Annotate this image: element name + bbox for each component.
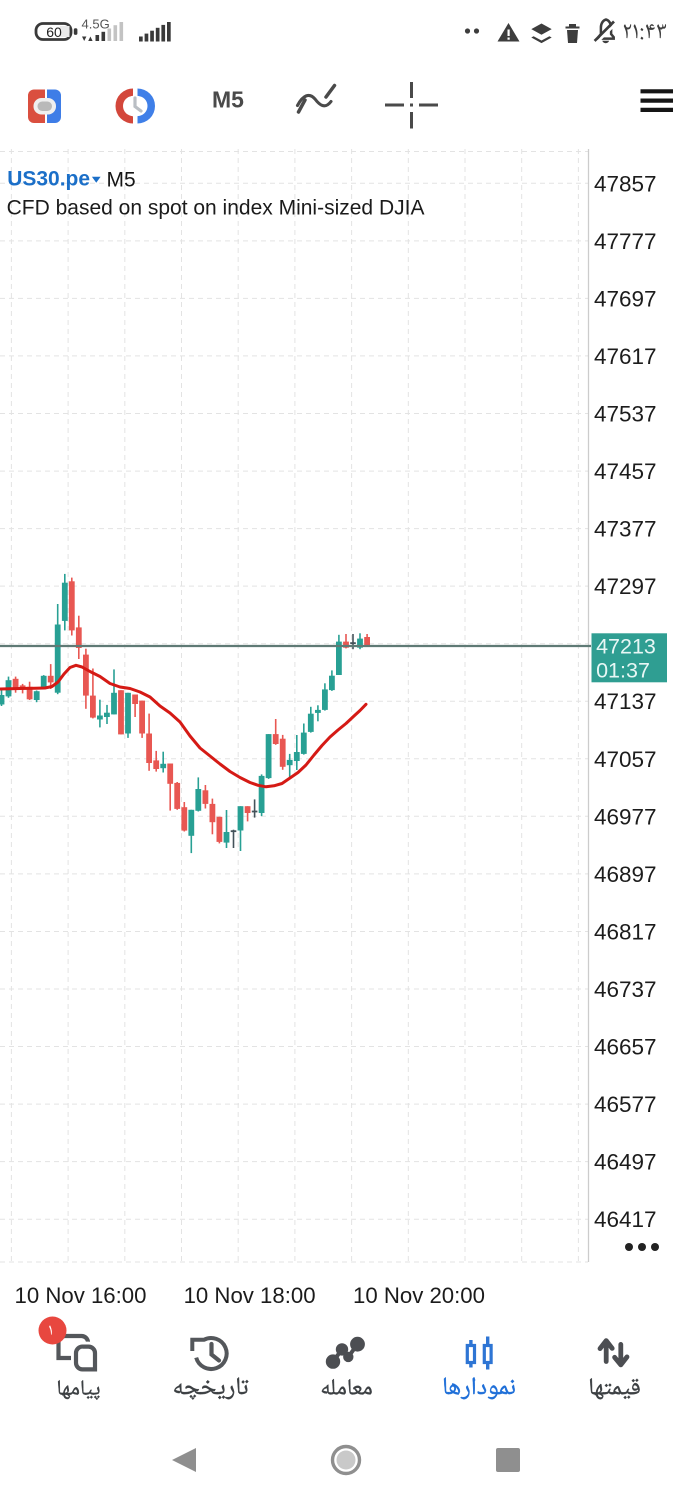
svg-text:47537: 47537	[594, 402, 657, 427]
svg-text:46737: 46737	[594, 977, 657, 1002]
svg-text:46817: 46817	[594, 920, 657, 945]
svg-text:46417: 46417	[594, 1207, 657, 1232]
svg-text:10 Nov 18:00: 10 Nov 18:00	[184, 1283, 316, 1308]
svg-text:47857: 47857	[594, 171, 657, 196]
svg-text:46657: 46657	[594, 1035, 657, 1060]
svg-text:47617: 47617	[594, 344, 657, 369]
svg-text:47697: 47697	[594, 286, 657, 311]
svg-text:M5: M5	[107, 168, 136, 191]
svg-text:60: 60	[46, 24, 62, 40]
svg-text:47213: 47213	[596, 635, 656, 659]
svg-text:M5: M5	[212, 87, 244, 113]
svg-text:CFD based on spot on index Min: CFD based on spot on index Mini-sized DJ…	[7, 197, 425, 220]
svg-text:46577: 46577	[594, 1092, 657, 1117]
svg-text:47297: 47297	[594, 574, 657, 599]
svg-text:47457: 47457	[594, 459, 657, 484]
svg-text:47137: 47137	[594, 689, 657, 714]
svg-text:46897: 46897	[594, 862, 657, 887]
svg-text:46977: 46977	[594, 804, 657, 829]
svg-text:47057: 47057	[594, 747, 657, 772]
svg-text:10 Nov 16:00: 10 Nov 16:00	[15, 1283, 147, 1308]
svg-text:46497: 46497	[594, 1150, 657, 1175]
svg-text:47377: 47377	[594, 517, 657, 542]
svg-text:01:37: 01:37	[596, 659, 650, 683]
svg-text:4.5G: 4.5G	[82, 17, 110, 32]
svg-text:10 Nov 20:00: 10 Nov 20:00	[353, 1283, 485, 1308]
svg-text:47777: 47777	[594, 229, 657, 254]
svg-text:US30.pe: US30.pe	[7, 168, 90, 191]
